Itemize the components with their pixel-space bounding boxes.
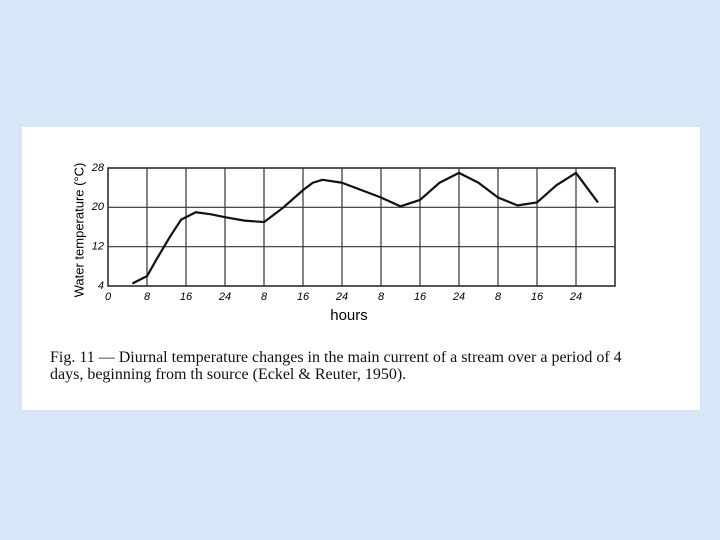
y-tick-label: 28 (91, 162, 105, 174)
y-axis-label: Water temperature (°C) (71, 163, 86, 298)
x-tick-label: 8 (144, 291, 151, 303)
x-tick-label: 16 (297, 291, 310, 303)
x-tick-label: 16 (414, 291, 427, 303)
x-tick-label: 16 (531, 291, 544, 303)
data-line (131, 171, 599, 285)
x-tick-label: 0 (105, 291, 112, 303)
y-tick-label: 20 (91, 201, 105, 213)
plot-frame (107, 167, 616, 287)
x-tick-label: 24 (335, 291, 348, 303)
slide-panel (22, 127, 700, 410)
caption: Fig. 11 — Diurnal temperature changes in… (50, 349, 622, 383)
x-tick-label: 8 (261, 291, 268, 303)
x-tick-label: 24 (452, 291, 465, 303)
x-tick-label: 16 (180, 291, 193, 303)
x-axis-label: hours (330, 307, 368, 324)
x-tick-label: 24 (569, 291, 582, 303)
y-tick-label: 4 (98, 280, 104, 292)
x-tick-label: 8 (378, 291, 385, 303)
x-tick-label: 8 (495, 291, 502, 303)
y-tick-label: 12 (92, 241, 104, 253)
x-tick-label: 24 (218, 291, 231, 303)
